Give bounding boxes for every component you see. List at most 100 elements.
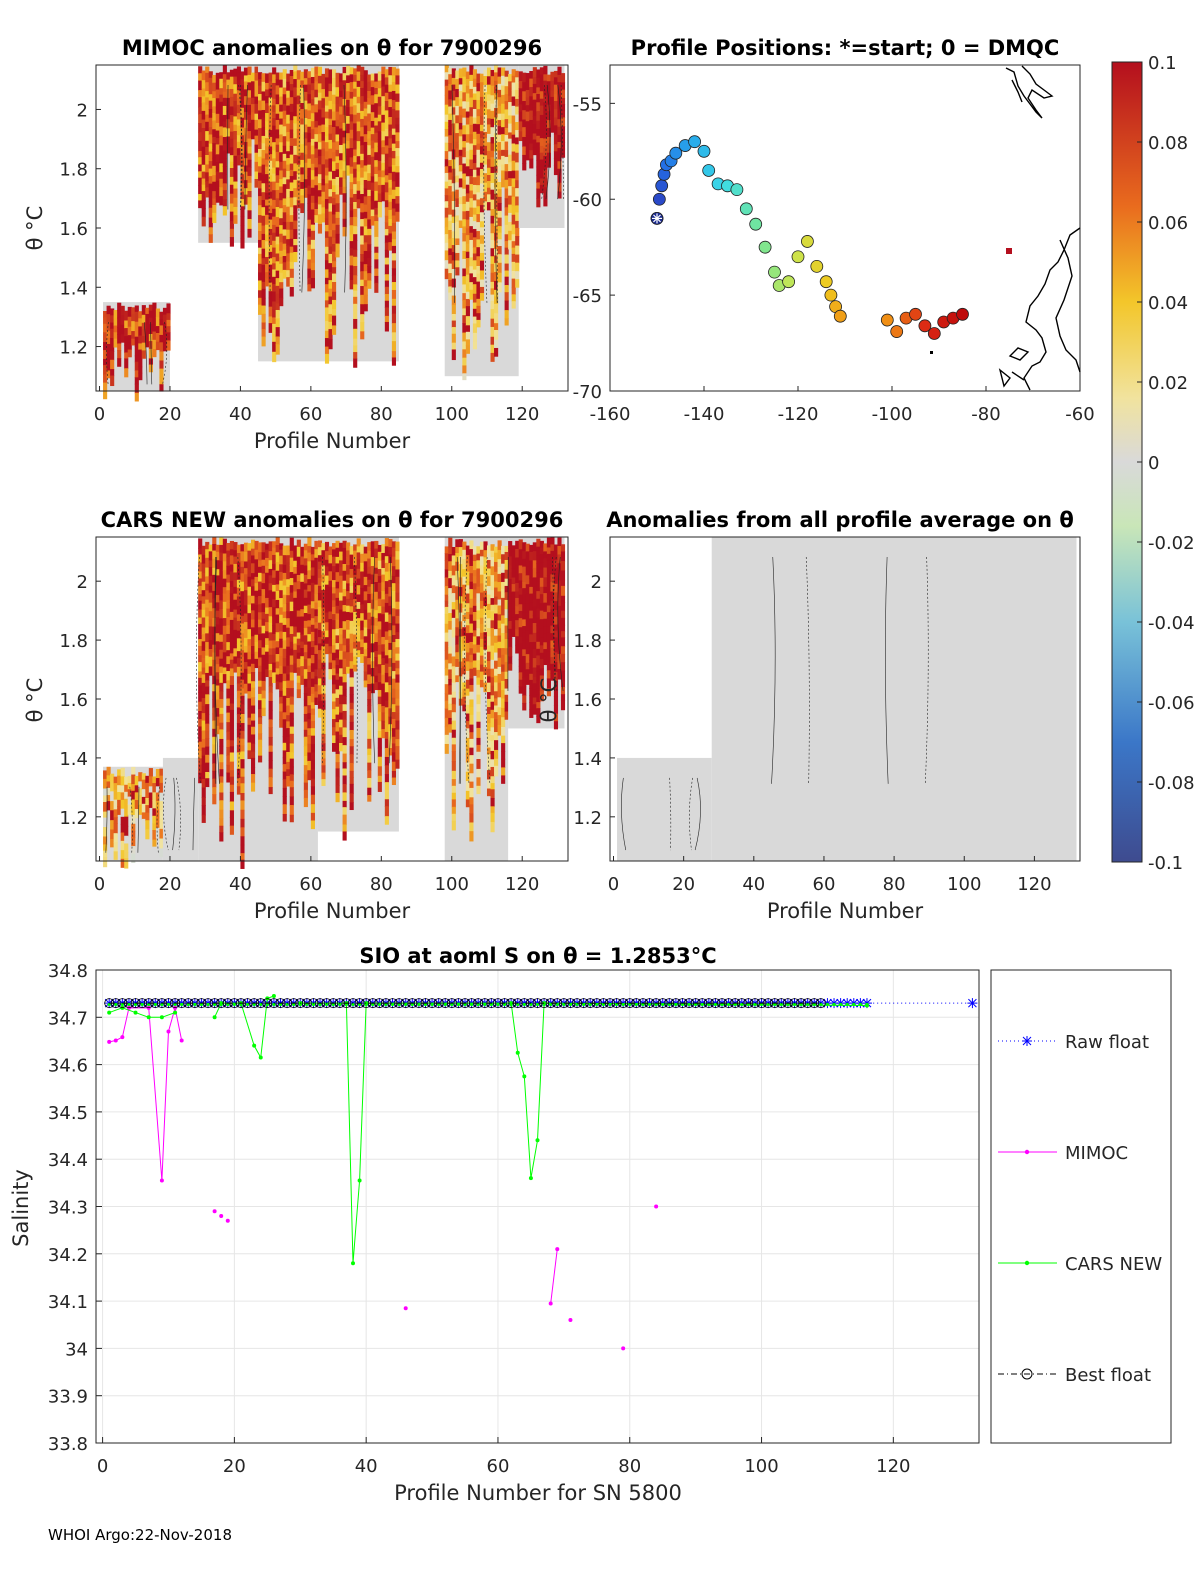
anomaly-cell: [321, 750, 326, 760]
anomaly-cell: [501, 149, 506, 157]
anomaly-cell: [349, 225, 354, 235]
anomaly-cell: [233, 100, 238, 108]
contour-line: [343, 84, 347, 293]
anomaly-cell: [324, 559, 330, 568]
anomaly-cell: [289, 648, 294, 657]
anomaly-cell: [553, 544, 559, 555]
anomaly-cell: [279, 96, 284, 106]
anomaly-cell: [307, 713, 312, 720]
anomaly-cell: [451, 100, 456, 108]
anomaly-cell: [356, 148, 361, 157]
anomaly-cell: [349, 273, 354, 281]
anomaly-cell: [384, 307, 389, 317]
anomaly-cell: [240, 598, 245, 608]
anomaly-cell: [553, 125, 559, 136]
colorbar-tick-label: -0.06: [1148, 693, 1195, 714]
contour-line: [689, 777, 693, 851]
anomaly-cell: [106, 370, 111, 379]
anomaly-cell: [289, 712, 294, 720]
anomaly-cell: [494, 166, 499, 174]
anomaly-cell: [272, 247, 277, 258]
anomaly-cell: [346, 652, 351, 662]
anomaly-cell: [261, 200, 266, 208]
anomaly-cell: [212, 778, 217, 788]
anomaly-cell: [381, 122, 386, 132]
anomaly-cell: [240, 688, 245, 697]
anomaly-cell: [377, 673, 382, 683]
anomaly-cell: [543, 649, 548, 658]
anomaly-cell: [205, 140, 210, 148]
anomaly-cell: [469, 573, 474, 583]
anomaly-cell: [451, 770, 456, 780]
anomaly-cell: [310, 209, 315, 219]
allavg-xlabel: Profile Number: [767, 899, 924, 923]
anomaly-cell: [377, 193, 382, 203]
anomaly-cell: [448, 663, 453, 670]
anomaly-cell: [543, 138, 548, 149]
anomaly-cell: [465, 193, 470, 203]
anomaly-cell: [317, 75, 323, 84]
anomaly-cell: [469, 581, 474, 590]
anomaly-cell: [212, 204, 217, 214]
anomaly-cell: [367, 762, 372, 771]
anomaly-cell: [296, 190, 301, 201]
anomaly-cell: [272, 125, 277, 134]
anomaly-cell: [444, 181, 449, 190]
anomaly-cell: [353, 345, 358, 353]
anomaly-cell: [501, 164, 506, 172]
anomaly-cell: [317, 600, 323, 608]
anomaly-cell: [451, 799, 456, 808]
anomaly-cell: [553, 689, 559, 697]
anomaly-cell: [215, 130, 220, 139]
anomaly-cell: [198, 741, 203, 752]
anomaly-cell: [490, 806, 495, 814]
anomaly-cell: [279, 250, 284, 258]
anomaly-cell: [356, 156, 361, 166]
anomaly-cell: [201, 657, 206, 669]
anomaly-cell: [539, 610, 544, 620]
anomaly-cell: [219, 745, 224, 755]
anomaly-cell: [522, 612, 527, 620]
anomaly-cell: [307, 132, 312, 143]
anomaly-cell: [486, 770, 492, 781]
anomaly-cell: [289, 238, 294, 248]
anomaly-cell: [236, 698, 242, 709]
anomaly-segment: [617, 757, 712, 861]
anomaly-cell: [486, 618, 492, 629]
anomaly-cell: [296, 95, 301, 105]
anomaly-cell: [367, 579, 372, 588]
anomaly-cell: [384, 663, 389, 674]
anomaly-cell: [546, 612, 551, 620]
anomaly-cell: [314, 185, 319, 194]
anomaly-cell: [536, 87, 541, 95]
anomaly-cell: [462, 293, 467, 301]
anomaly-cell: [374, 132, 379, 144]
anomaly-cell: [522, 72, 527, 83]
anomaly-cell: [226, 105, 231, 113]
anomaly-cell: [536, 716, 541, 724]
anomaly-cell: [448, 588, 453, 597]
anomaly-cell: [208, 656, 213, 668]
anomaly-cell: [219, 575, 224, 584]
anomaly-cell: [307, 585, 312, 592]
anomaly-cell: [494, 596, 499, 606]
anomaly-cell: [515, 636, 520, 646]
anomaly-cell: [321, 213, 326, 223]
anomaly-cell: [536, 680, 541, 690]
anomaly-cell: [381, 658, 386, 666]
anomaly-cell: [490, 157, 495, 168]
anomaly-cell: [353, 303, 358, 311]
anomaly-cell: [532, 147, 537, 156]
anomaly-cell: [310, 76, 315, 84]
anomaly-cell: [494, 629, 499, 637]
anomaly-cell: [476, 281, 481, 292]
anomaly-cell: [314, 121, 319, 128]
anomaly-cell: [367, 210, 372, 220]
anomaly-cell: [303, 620, 308, 629]
anomaly-cell: [388, 716, 393, 725]
anomaly-cell: [448, 67, 453, 75]
anomaly-cell: [469, 289, 474, 300]
anomaly-cell: [229, 88, 234, 98]
anomaly-cell: [472, 99, 478, 110]
anomaly-cell: [212, 675, 217, 685]
